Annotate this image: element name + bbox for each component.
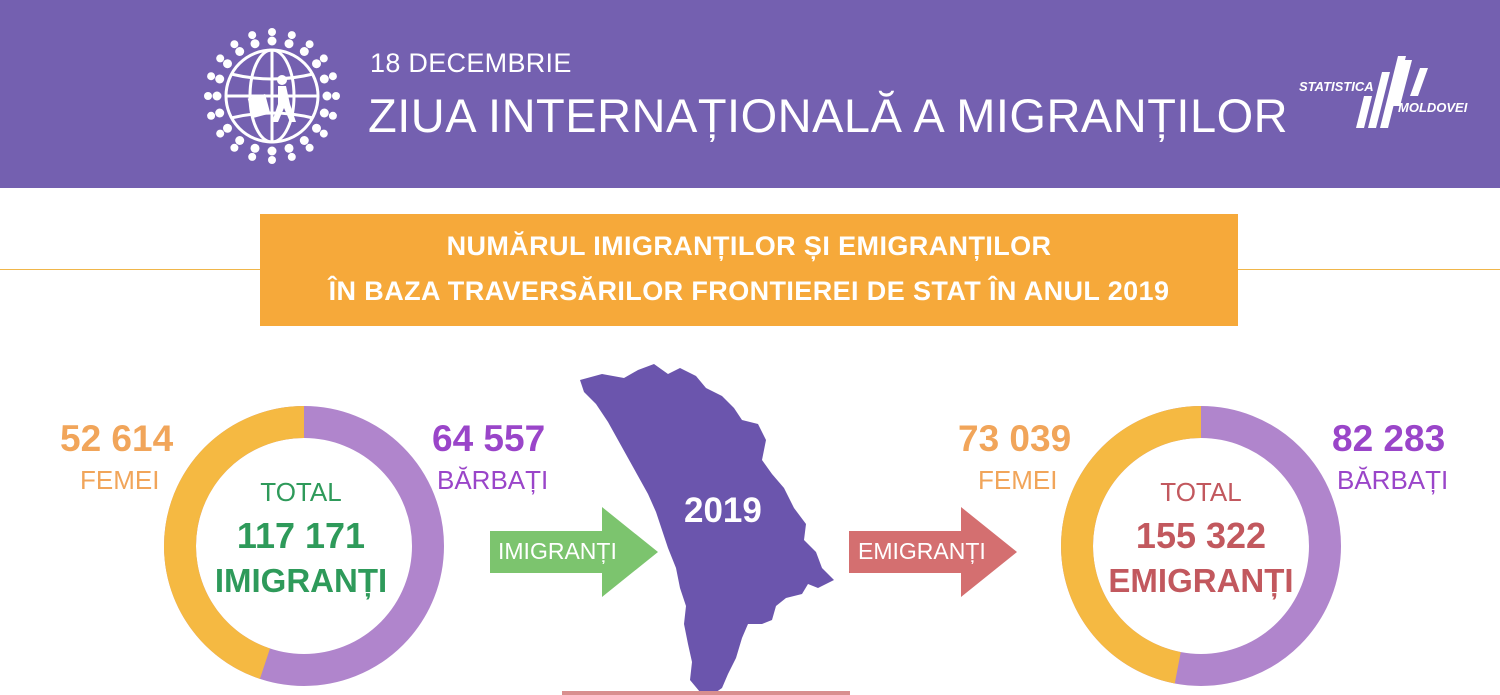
ring-person-head bbox=[328, 111, 337, 120]
ring-person-head bbox=[216, 54, 225, 63]
ring-person-head bbox=[287, 152, 296, 161]
imigranti-barbati-value: 64 557 bbox=[432, 418, 546, 459]
emigranti-femei-value: 73 039 bbox=[958, 418, 1072, 459]
ring-person-head bbox=[287, 31, 296, 40]
imigranti-donut bbox=[164, 406, 444, 686]
ring-person-body bbox=[215, 74, 225, 84]
imigranti-arrow-label: IMIGRANȚI bbox=[498, 538, 617, 564]
logo-text-statistica: STATISTICA bbox=[1299, 79, 1374, 94]
imigranti-total-value: 117 171 bbox=[236, 515, 366, 556]
ring-person-head bbox=[268, 28, 276, 36]
emigranti-total-word: EMIGRANȚI bbox=[1108, 562, 1294, 599]
ring-person-body bbox=[312, 123, 321, 133]
ring-person-body bbox=[319, 74, 329, 84]
ring-person-head bbox=[332, 92, 340, 100]
ring-person-body bbox=[223, 123, 232, 133]
ring-person-body bbox=[284, 39, 294, 49]
banner-title-line1: NUMĂRUL IMIGRANȚILOR ȘI EMIGRANȚILOR bbox=[446, 231, 1052, 261]
emigranti-total-label: TOTAL bbox=[1160, 477, 1242, 507]
emigranti-femei-label: FEMEI bbox=[978, 465, 1058, 495]
ring-person-body bbox=[267, 36, 277, 46]
ring-person-body bbox=[215, 108, 225, 118]
emigranti-total-value: 155 322 bbox=[1135, 515, 1267, 556]
moldova-map-icon bbox=[580, 364, 834, 695]
ring-person-body bbox=[212, 91, 222, 101]
ring-person-head bbox=[319, 129, 328, 138]
ring-person-body bbox=[322, 91, 332, 101]
imigranti-arrow bbox=[490, 507, 658, 597]
ring-person-head bbox=[328, 72, 337, 81]
imigranti-barbati-label: BĂRBAȚI bbox=[437, 465, 549, 495]
ring-person-body bbox=[250, 143, 260, 153]
ring-person-body bbox=[223, 59, 232, 69]
imigranti-femei-label: FEMEI bbox=[80, 465, 160, 495]
emigranti-barbati-label: BĂRBAȚI bbox=[1337, 465, 1449, 495]
ring-person-head bbox=[305, 40, 314, 49]
ring-person-head bbox=[248, 31, 257, 40]
map-year-label: 2019 bbox=[684, 491, 762, 530]
ring-person-head bbox=[305, 143, 314, 152]
ring-person-head bbox=[248, 152, 257, 161]
ring-person-head bbox=[216, 129, 225, 138]
ring-person-head bbox=[319, 54, 328, 63]
emigranti-arrow bbox=[849, 507, 1017, 597]
donut-female-segment bbox=[164, 406, 305, 679]
ring-person-head bbox=[204, 92, 212, 100]
imigranti-total-label: TOTAL bbox=[260, 477, 342, 507]
emigranti-barbati-value: 82 283 bbox=[1332, 418, 1446, 459]
page-title: ZIUA INTERNAȚIONALĂ A MIGRANȚILOR bbox=[368, 89, 1289, 142]
emigranti-arrow-label: EMIGRANȚI bbox=[858, 538, 986, 564]
ring-person-head bbox=[207, 72, 216, 81]
ring-person-head bbox=[230, 40, 239, 49]
logo-text-moldovei: MOLDOVEI bbox=[1398, 100, 1468, 115]
ring-person-head bbox=[207, 111, 216, 120]
ring-person-body bbox=[235, 47, 245, 56]
donut-female-segment bbox=[1061, 406, 1202, 684]
statistica-moldovei-logo bbox=[1356, 56, 1428, 128]
section-banner: NUMĂRUL IMIGRANȚILOR ȘI EMIGRANȚILOR ÎN … bbox=[260, 214, 1238, 326]
bottom-accent-bar bbox=[562, 691, 850, 695]
imigranti-femei-value: 52 614 bbox=[60, 418, 174, 459]
ring-person-body bbox=[235, 136, 245, 145]
ring-person-body bbox=[267, 146, 277, 156]
ring-person-body bbox=[312, 59, 321, 69]
ring-person-body bbox=[299, 136, 309, 145]
ring-person-head bbox=[268, 156, 276, 164]
globe-people-icon bbox=[204, 28, 340, 164]
ring-person-body bbox=[299, 47, 309, 56]
banner-title-line2: ÎN BAZA TRAVERSĂRILOR FRONTIEREI DE STAT… bbox=[328, 276, 1170, 306]
header-band: 18 DECEMBRIE ZIUA INTERNAȚIONALĂ A MIGRA… bbox=[0, 0, 1500, 188]
ring-person-head bbox=[230, 143, 239, 152]
ring-person-body bbox=[319, 108, 329, 118]
emigranti-donut bbox=[1061, 406, 1341, 686]
event-date: 18 DECEMBRIE bbox=[370, 48, 572, 78]
ring-person-body bbox=[284, 143, 294, 153]
ring-person-body bbox=[250, 39, 260, 49]
imigranti-total-word: IMIGRANȚI bbox=[214, 562, 388, 599]
